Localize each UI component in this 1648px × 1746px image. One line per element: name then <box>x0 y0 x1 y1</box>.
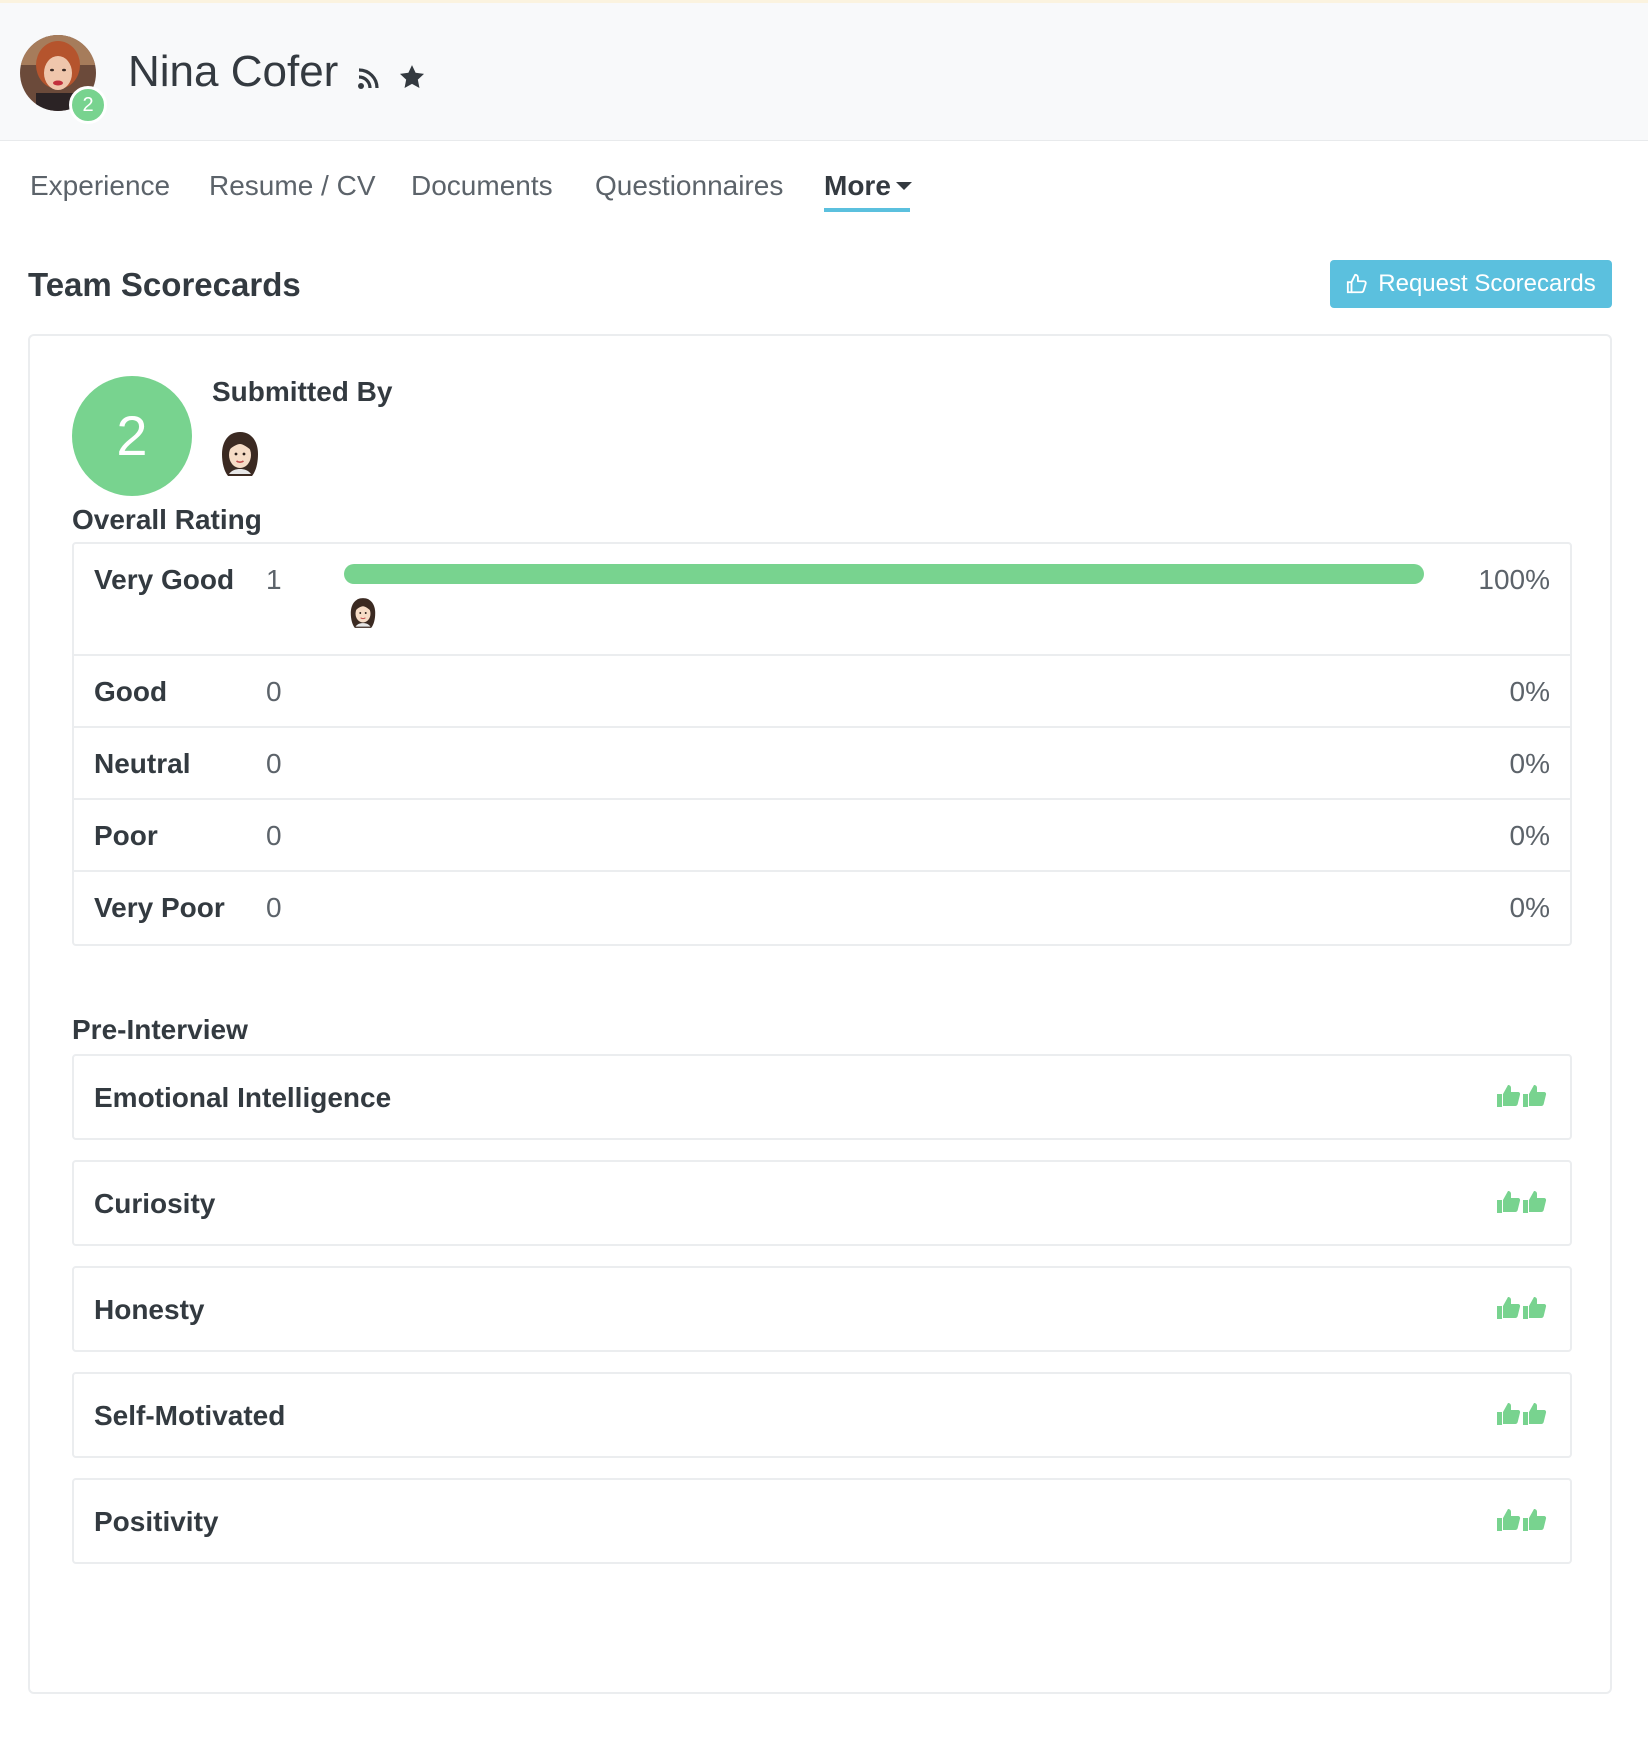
avatar-score-badge: 2 <box>69 86 107 124</box>
overall-rating-table: Very Good 1 100% Good 0 0% Neutral 0 <box>72 542 1572 946</box>
section-title: Team Scorecards <box>28 266 301 303</box>
thumbs-up-icon <box>1497 1403 1547 1425</box>
rating-row-very-poor: Very Poor 0 0% <box>74 872 1570 944</box>
rating-row-poor: Poor 0 0% <box>74 800 1570 872</box>
attribute-label: Positivity <box>94 1506 219 1537</box>
candidate-header: 2 Nina Cofer <box>0 3 1648 141</box>
rating-percent: 0% <box>1509 892 1550 923</box>
tab-more[interactable]: More <box>824 170 912 202</box>
tab-experience[interactable]: Experience <box>30 170 171 201</box>
attribute-label: Honesty <box>94 1294 205 1325</box>
submitted-by-label: Submitted By <box>212 376 393 407</box>
rating-label: Neutral <box>94 748 191 779</box>
scorecard-panel: 2 Submitted By Overall Rating Very Good … <box>28 334 1612 1694</box>
rating-percent: 0% <box>1509 676 1550 707</box>
submitter-avatar[interactable] <box>212 426 268 482</box>
thumbs-up-icon <box>1497 1191 1547 1213</box>
rating-row-neutral: Neutral 0 0% <box>74 728 1570 800</box>
rating-bar-fill <box>344 564 1424 584</box>
tab-resume-cv[interactable]: Resume / CV <box>209 170 376 201</box>
caret-down-icon <box>895 181 912 190</box>
profile-tabs: Experience Resume / CV Documents Questio… <box>0 170 1648 220</box>
attribute-label: Self-Motivated <box>94 1400 286 1431</box>
rating-count: 0 <box>266 892 282 923</box>
rating-count: 0 <box>266 748 282 779</box>
tab-questionnaires[interactable]: Questionnaires <box>595 170 784 201</box>
score-circle: 2 <box>72 376 192 496</box>
rating-label: Poor <box>94 820 158 851</box>
attribute-row-honesty[interactable]: Honesty <box>72 1266 1572 1352</box>
attribute-row-curiosity[interactable]: Curiosity <box>72 1160 1572 1246</box>
thumbs-up-icon <box>1497 1297 1547 1319</box>
tab-more-label: More <box>824 170 891 201</box>
rating-bar-track <box>344 564 1424 584</box>
attribute-label: Emotional Intelligence <box>94 1082 392 1113</box>
candidate-name: Nina Cofer <box>128 47 339 96</box>
rss-icon[interactable] <box>356 67 380 91</box>
rating-percent: 0% <box>1509 748 1550 779</box>
thumbs-up-outline-icon <box>1347 273 1367 294</box>
attribute-row-emotional-intelligence[interactable]: Emotional Intelligence <box>72 1054 1572 1140</box>
voter-avatar[interactable] <box>344 594 382 632</box>
rating-row-very-good: Very Good 1 100% <box>74 544 1570 656</box>
thumbs-up-icon <box>1497 1509 1547 1531</box>
rating-label: Very Poor <box>94 892 225 923</box>
attribute-row-positivity[interactable]: Positivity <box>72 1478 1572 1564</box>
rating-percent: 100% <box>1478 564 1550 595</box>
rating-label: Good <box>94 676 168 707</box>
top-strip <box>0 0 1648 3</box>
rating-count: 0 <box>266 676 282 707</box>
tab-documents[interactable]: Documents <box>411 170 553 201</box>
star-icon[interactable] <box>398 63 426 91</box>
attribute-label: Curiosity <box>94 1188 216 1219</box>
active-tab-indicator <box>824 208 910 212</box>
attribute-row-self-motivated[interactable]: Self-Motivated <box>72 1372 1572 1458</box>
overall-rating-heading: Overall Rating <box>72 504 262 535</box>
pre-interview-heading: Pre-Interview <box>72 1014 248 1045</box>
rating-percent: 0% <box>1509 820 1550 851</box>
rating-row-good: Good 0 0% <box>74 656 1570 728</box>
rating-count: 0 <box>266 820 282 851</box>
request-scorecards-button[interactable]: Request Scorecards <box>1330 260 1612 308</box>
thumbs-up-icon <box>1497 1085 1547 1107</box>
rating-label: Very Good <box>94 564 235 595</box>
rating-count: 1 <box>266 564 282 595</box>
request-scorecards-label: Request Scorecards <box>1378 270 1596 297</box>
